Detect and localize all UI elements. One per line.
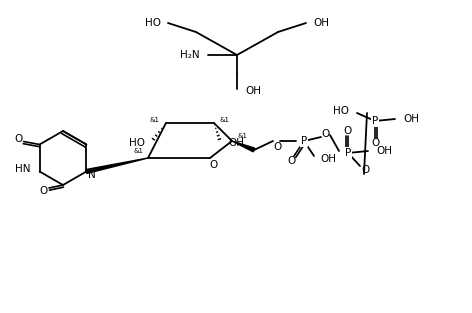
- Text: P: P: [345, 148, 351, 158]
- Text: P: P: [372, 116, 378, 126]
- Text: O: O: [321, 129, 329, 139]
- Text: OH: OH: [403, 114, 419, 124]
- Text: OH: OH: [228, 138, 244, 148]
- Text: OH: OH: [245, 86, 261, 96]
- Text: OH: OH: [376, 146, 392, 156]
- Polygon shape: [86, 158, 148, 173]
- Text: O: O: [361, 165, 369, 175]
- Text: O: O: [40, 186, 48, 196]
- Polygon shape: [232, 141, 255, 152]
- Text: &1: &1: [237, 133, 247, 139]
- Text: O: O: [273, 142, 281, 152]
- Text: N: N: [88, 170, 96, 179]
- Text: HO: HO: [145, 18, 161, 28]
- Text: O: O: [371, 138, 379, 148]
- Text: H₂N: H₂N: [180, 50, 200, 60]
- Text: HN: HN: [15, 165, 31, 175]
- Text: O: O: [15, 134, 23, 143]
- Text: HO: HO: [129, 138, 145, 148]
- Text: &1: &1: [149, 117, 159, 123]
- Text: OH: OH: [313, 18, 329, 28]
- Text: O: O: [209, 160, 217, 170]
- Text: &1: &1: [133, 148, 143, 154]
- Text: O: O: [287, 156, 295, 166]
- Text: &1: &1: [220, 117, 230, 123]
- Text: OH: OH: [320, 154, 336, 164]
- Text: O: O: [344, 126, 352, 136]
- Text: HO: HO: [333, 106, 349, 116]
- Text: P: P: [301, 136, 307, 146]
